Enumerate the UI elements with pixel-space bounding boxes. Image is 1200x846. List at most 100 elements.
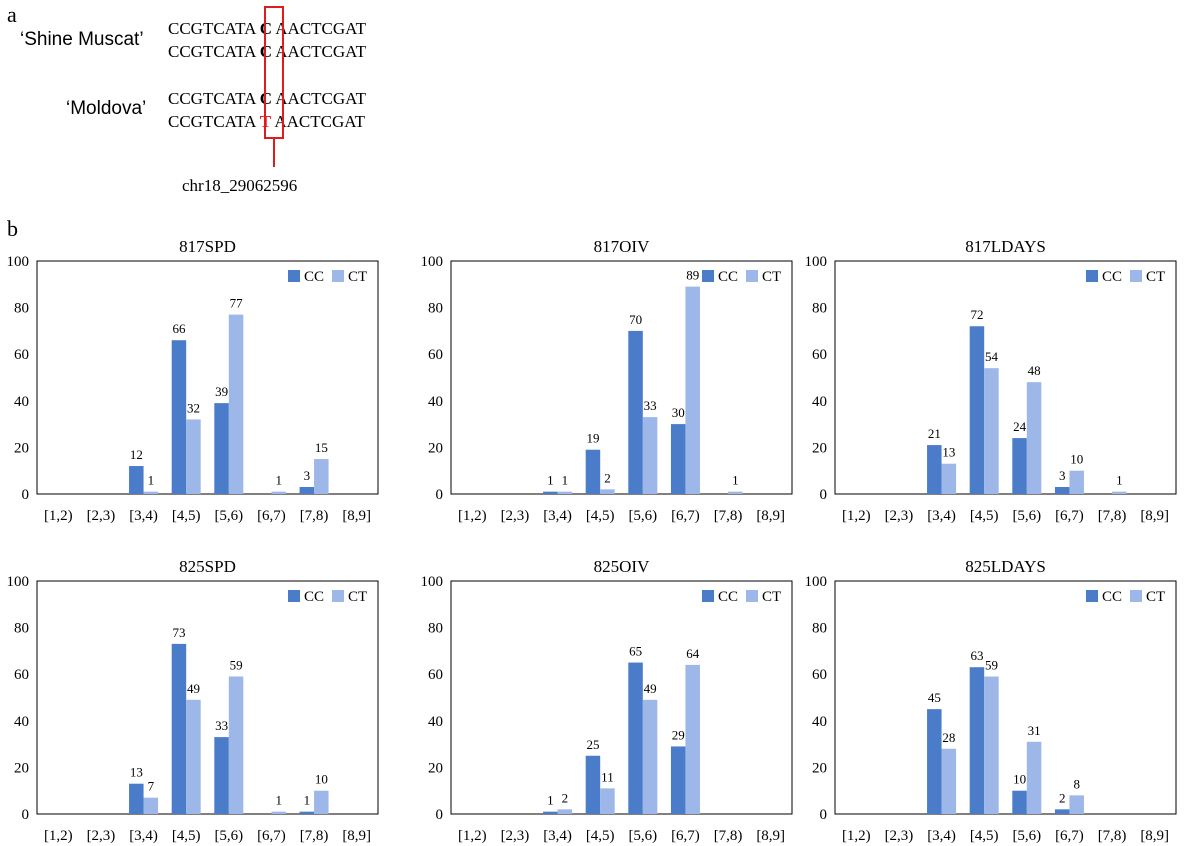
y-tick-label: 0 <box>820 487 828 503</box>
bar-ct <box>600 788 615 814</box>
data-label: 1 <box>275 793 282 808</box>
data-label: 77 <box>230 296 244 311</box>
bar-cc <box>927 709 942 814</box>
y-tick-label: 40 <box>812 714 827 730</box>
y-tick-label: 100 <box>7 254 30 270</box>
bar-cc <box>1054 809 1070 814</box>
sequence-row: CCGTCATA C AACTCGAT <box>168 42 366 62</box>
y-tick-label: 20 <box>428 760 443 776</box>
y-tick-label: 60 <box>812 347 827 363</box>
snp-pointer-line <box>273 139 275 167</box>
legend-swatch-ct <box>1130 590 1142 602</box>
cultivar-label-moldova: ‘Moldova’ <box>66 98 147 119</box>
x-tick-label: [3,4) <box>927 828 956 844</box>
bar-cc <box>214 737 229 814</box>
data-label: 3 <box>1059 468 1066 483</box>
y-tick-label: 0 <box>436 807 444 823</box>
bar-ct <box>557 491 573 494</box>
legend-swatch-cc <box>288 270 300 282</box>
legend-label-ct: CT <box>762 269 781 285</box>
data-label: 10 <box>315 772 328 787</box>
data-label: 39 <box>215 384 228 399</box>
chart-title: 825LDAYS <box>965 557 1046 576</box>
data-label: 54 <box>985 349 999 364</box>
bar-cc <box>1012 438 1027 494</box>
y-tick-label: 80 <box>428 621 443 637</box>
y-tick-label: 60 <box>428 667 443 683</box>
bar-cc <box>1054 487 1070 494</box>
x-tick-label: [1,2) <box>842 828 871 844</box>
data-label: 13 <box>942 445 955 460</box>
chart-frame <box>36 260 379 495</box>
legend-label-cc: CC <box>718 589 738 605</box>
bar-cc <box>171 643 187 814</box>
y-tick-label: 60 <box>812 667 827 683</box>
data-label: 1 <box>1116 473 1123 488</box>
legend-label-ct: CT <box>348 269 367 285</box>
y-tick-label: 80 <box>812 301 827 317</box>
y-tick-label: 20 <box>812 760 827 776</box>
legend-label-cc: CC <box>718 269 738 285</box>
x-tick-label: [1,2) <box>458 508 487 524</box>
legend-label-ct: CT <box>348 589 367 605</box>
x-tick-label: [6,7) <box>257 508 286 524</box>
data-label: 15 <box>315 440 328 455</box>
data-label: 24 <box>1013 419 1027 434</box>
bar-ct <box>685 664 700 814</box>
y-tick-label: 100 <box>421 254 444 270</box>
x-tick-label: [8,9] <box>756 828 785 844</box>
x-tick-label: [6,7) <box>1055 508 1084 524</box>
x-tick-label: [4,5) <box>172 508 201 524</box>
x-tick-label: [4,5) <box>586 508 615 524</box>
bar-ct <box>941 748 957 814</box>
data-label: 25 <box>586 737 599 752</box>
data-label: 48 <box>1028 363 1041 378</box>
x-tick-label: [5,6) <box>628 508 657 524</box>
data-label: 8 <box>1073 776 1080 791</box>
chart-frame <box>834 260 1177 495</box>
y-tick-label: 60 <box>428 347 443 363</box>
bar-ct <box>228 676 244 814</box>
bar-cc <box>299 487 315 494</box>
bar-ct <box>941 463 957 494</box>
data-label: 66 <box>172 321 186 336</box>
data-label: 21 <box>928 426 941 441</box>
x-tick-label: [3,4) <box>129 508 158 524</box>
bar-ct <box>143 797 159 814</box>
data-label: 45 <box>928 690 941 705</box>
bar-cc <box>171 340 187 494</box>
snp-position-label: chr18_29062596 <box>182 176 298 195</box>
x-tick-label: [7,8) <box>300 828 329 844</box>
x-tick-label: [2,3) <box>87 508 116 524</box>
bar-cc <box>670 746 686 814</box>
x-tick-label: [6,7) <box>671 508 700 524</box>
bar-ct <box>557 809 573 814</box>
legend-label-ct: CT <box>1146 269 1165 285</box>
chart-frame <box>834 580 1177 815</box>
x-tick-label: [3,4) <box>129 828 158 844</box>
chart-title: 825OIV <box>594 557 650 576</box>
y-tick-label: 60 <box>14 347 29 363</box>
x-tick-label: [5,6) <box>1012 508 1041 524</box>
bar-ct <box>1112 491 1127 494</box>
x-tick-label: [4,5) <box>172 828 201 844</box>
data-label: 65 <box>629 644 642 659</box>
bar-ct <box>984 676 999 814</box>
bar-cc <box>585 755 601 814</box>
y-tick-label: 80 <box>812 621 827 637</box>
y-tick-label: 20 <box>14 440 29 456</box>
bar-cc <box>969 667 985 814</box>
legend-label-ct: CT <box>762 589 781 605</box>
data-label: 29 <box>672 727 685 742</box>
x-tick-label: [6,7) <box>671 828 700 844</box>
x-tick-label: [8,9] <box>1140 828 1169 844</box>
y-tick-label: 100 <box>7 574 30 590</box>
x-tick-label: [7,8) <box>714 828 743 844</box>
bar-ct <box>685 286 700 494</box>
data-label: 30 <box>672 405 685 420</box>
y-tick-label: 40 <box>812 394 827 410</box>
y-tick-label: 100 <box>805 574 828 590</box>
bar-ct <box>1069 470 1084 494</box>
x-tick-label: [3,4) <box>543 828 572 844</box>
data-label: 1 <box>304 793 311 808</box>
